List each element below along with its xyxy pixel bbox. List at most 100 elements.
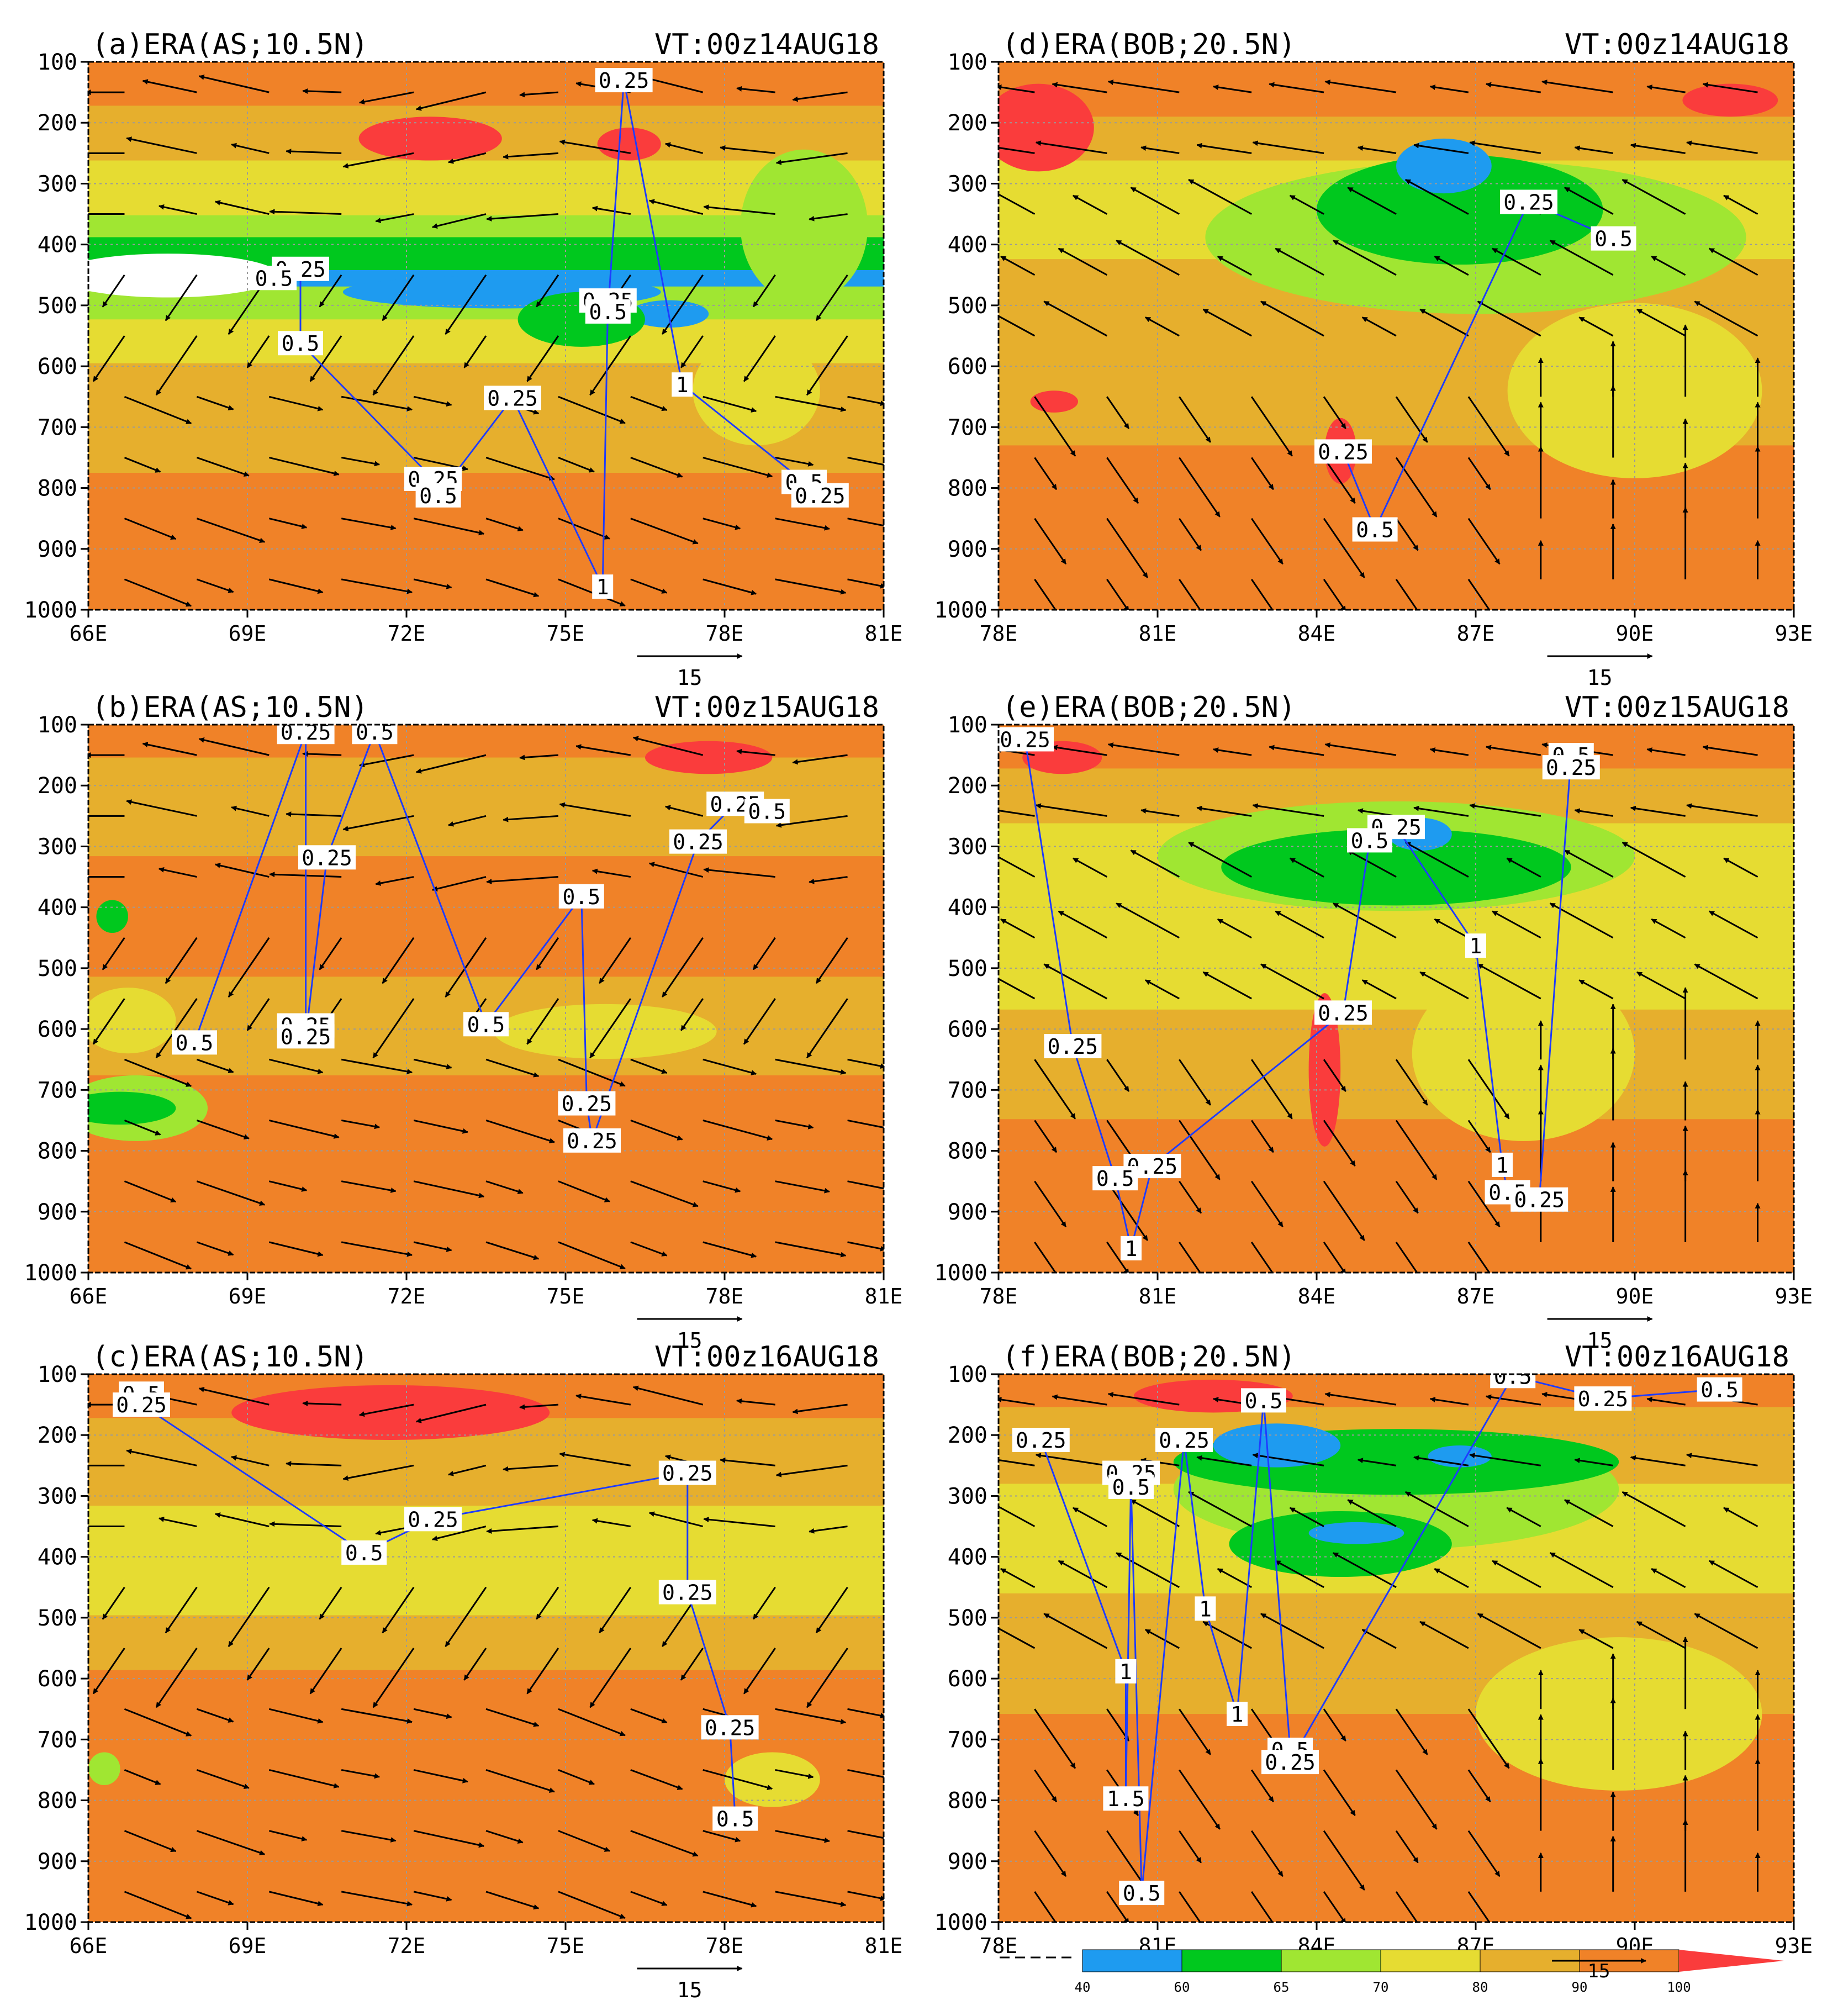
wind-vector — [1723, 857, 1758, 878]
wind-vector — [775, 456, 814, 467]
wind-vector — [1116, 903, 1180, 939]
wind-vector — [1404, 178, 1469, 215]
wind-vector — [485, 1058, 540, 1078]
wind-vector — [1419, 971, 1469, 1000]
wind-vector — [1052, 745, 1107, 756]
wind-vector — [1217, 255, 1252, 276]
contour-label-box — [1352, 517, 1398, 542]
wind-vector — [1467, 1180, 1501, 1228]
wind-vector — [1217, 918, 1252, 939]
wind-vector — [558, 1241, 626, 1270]
wind-vector — [558, 578, 626, 607]
contour-label: 1 — [1492, 1152, 1513, 1178]
reference-vector-label: 15 — [1587, 1328, 1613, 1353]
wind-vector — [268, 578, 324, 594]
contour-label: 0.25 — [1044, 1033, 1102, 1059]
contour-label-box — [592, 574, 614, 599]
wind-vector — [196, 1769, 250, 1790]
wind-vector — [1144, 1629, 1180, 1649]
wind-vector — [632, 1385, 704, 1406]
wind-vector — [536, 274, 559, 308]
wind-vector — [431, 213, 487, 229]
y-tick-label: 500 — [38, 956, 77, 981]
wind-vector — [1043, 963, 1108, 1000]
wind-vector — [792, 1403, 848, 1415]
wind-vector — [413, 1058, 452, 1070]
contour-label-box — [251, 266, 297, 291]
y-tick-label: 200 — [948, 1423, 987, 1448]
shade-blob — [1396, 138, 1492, 194]
contour-label-text: 0.25 — [1318, 440, 1369, 464]
wind-vector — [158, 1516, 197, 1528]
wind-vector — [1275, 1560, 1324, 1588]
y-tick-label: 100 — [38, 50, 77, 75]
wind-vector — [1179, 518, 1202, 551]
x-tick-label: 75E — [547, 1284, 585, 1308]
wind-vector — [1361, 316, 1397, 337]
x-tick-label: 69E — [229, 1284, 267, 1308]
wind-vector — [1651, 255, 1686, 276]
wind-vector — [445, 937, 487, 998]
panel-b-title-left: (b)ERA(AS;10.5N) — [92, 691, 368, 724]
wind-vector — [126, 136, 197, 154]
wind-vector — [1541, 80, 1613, 93]
colorbar-tick-label: 80 — [1472, 1980, 1488, 1995]
wind-vector — [999, 315, 1036, 337]
y-tick-label: 800 — [948, 1788, 987, 1814]
wind-vector — [806, 998, 848, 1059]
colorbar-triangle — [1679, 1950, 1784, 1972]
wind-vector — [1250, 518, 1284, 565]
shade-blob — [1412, 965, 1635, 1141]
contour-label: 1 — [1465, 933, 1486, 958]
contour-label: 1 — [672, 372, 693, 397]
wind-vector — [999, 1506, 1036, 1527]
contour-label: 1 — [1121, 1236, 1142, 1261]
contour-label: 1 — [1195, 1596, 1216, 1621]
contour-label-box — [1195, 1596, 1216, 1621]
wind-vector — [630, 578, 668, 594]
wind-vector — [269, 209, 342, 215]
wind-vector — [485, 1830, 524, 1844]
wind-vector — [680, 335, 704, 368]
wind-vector — [269, 1521, 342, 1528]
wind-vector — [1646, 1397, 1686, 1406]
wind-vector — [847, 1891, 884, 1901]
wind-vector — [775, 1058, 847, 1075]
contour-label: 0.25 — [404, 1507, 462, 1532]
wind-vector — [372, 998, 415, 1059]
wind-vector — [1324, 80, 1397, 93]
y-tick-label: 300 — [38, 1484, 77, 1509]
wind-vector — [1622, 1491, 1686, 1527]
contour-label: 0.25 — [791, 483, 849, 508]
wind-vector — [1179, 1059, 1211, 1106]
wind-vector — [1492, 1560, 1541, 1588]
wind-vector — [630, 1830, 699, 1857]
wind-vector — [165, 937, 198, 984]
wind-vector — [486, 876, 559, 884]
wind-vector — [319, 274, 342, 308]
wind-vector — [198, 737, 270, 756]
wind-vector — [1333, 240, 1397, 276]
contour-label-box — [484, 386, 541, 410]
wind-vector — [124, 1241, 192, 1270]
x-tick-label: 90E — [1616, 1284, 1654, 1308]
wind-vector — [589, 998, 632, 1059]
wind-vector — [341, 1241, 413, 1257]
wind-vector — [341, 1891, 413, 1907]
contour-label-box — [1314, 439, 1372, 464]
wind-vector — [158, 867, 197, 878]
wind-vector — [1636, 971, 1686, 1000]
plot-frame — [997, 61, 1795, 611]
wind-vector — [1034, 1769, 1058, 1803]
contour-label-box — [658, 1460, 716, 1485]
wind-vector — [526, 1648, 559, 1695]
contour-label-text: 1 — [1125, 1237, 1138, 1261]
contour-label: 0.25 — [701, 1715, 759, 1740]
shade-blob — [999, 83, 1094, 172]
y-tick-label: 100 — [38, 713, 77, 738]
wind-vector — [341, 1180, 397, 1193]
wind-vector — [1485, 745, 1541, 756]
wind-vector — [1578, 316, 1614, 337]
wind-vector — [214, 1512, 270, 1528]
x-tick-label: 66E — [70, 621, 108, 646]
